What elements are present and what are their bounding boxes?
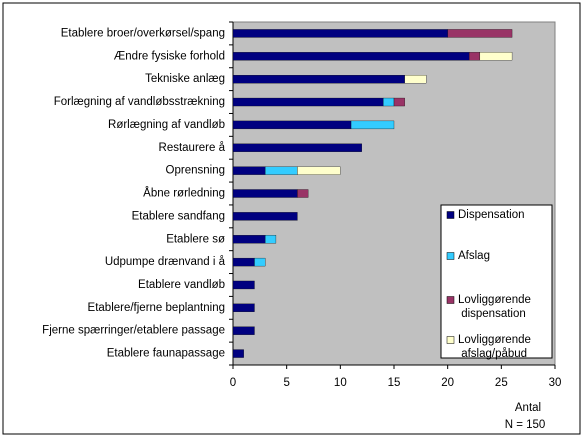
bar-segment [232,349,244,358]
bar-segment [232,75,405,84]
bar-segment [393,97,405,107]
y-tick-label: Etablere sø [166,233,225,245]
bar-segment [232,280,255,290]
x-tick-label: 15 [388,377,401,389]
y-tick-label: Udpumpe drænvand i å [105,256,226,268]
bar-segment [232,52,470,61]
bar-segment [254,257,266,267]
bar-segment [265,166,298,175]
y-tick-label: Oprensning [166,165,225,177]
y-tick-label: Etablere faunapassage [107,348,225,360]
bar-segment [404,75,427,84]
x-tick-label: 25 [495,377,508,389]
bar-segment [447,29,513,38]
legend-label: Afslag [458,250,490,262]
y-tick-label: Forlægning af vandløbsstrækning [54,96,225,108]
bar-segment [232,326,255,335]
legend-box [440,204,553,359]
y-tick-label: Ændre fysiske forhold [114,50,225,62]
x-tick-label: 0 [230,377,236,389]
legend-swatch [446,252,455,260]
bar-segment [232,303,255,312]
legend-label: Dispensation [458,209,524,221]
bar-segment [479,52,513,61]
legend-swatch [446,211,455,219]
bar-segment [232,189,298,198]
bar-segment [232,29,448,38]
bar-segment [232,235,266,244]
legend-swatch [446,336,455,344]
legend-label: Lovliggørende dispensation [458,294,531,320]
bar-segment [232,257,255,267]
x-axis-label: Antal [515,402,541,414]
x-tick-label: 20 [441,377,454,389]
y-tick-label: Etablere broer/overkørsel/spang [61,27,225,39]
bar-segment [232,143,362,152]
legend-label: Lovliggørende afslag/påbud [458,334,531,360]
bar-segment [265,235,277,244]
y-tick-label: Fjerne spærringer/etablere passage [42,325,225,337]
x-tick-label: 30 [549,377,562,389]
bar-segment [232,166,266,175]
y-tick-label: Åbne rørledning [143,187,225,200]
y-tick-label: Etablere/fjerne beplantning [88,302,225,314]
bar-segment [232,212,298,221]
y-tick-label: Etablere vandløb [138,279,225,291]
x-tick-label: 10 [334,377,347,389]
bar-segment [297,189,309,198]
bar-segment [232,120,352,130]
y-tick-label: Tekniske anlæg [145,73,225,85]
bar-segment [468,52,481,61]
bar-segment [383,97,395,107]
annotation: N = 150 [505,419,546,431]
bar-segment [297,166,341,175]
y-tick-label: Restaurere å [159,142,226,154]
legend-swatch [446,296,455,304]
bar-segment [350,120,395,130]
x-tick-label: 5 [283,377,289,389]
y-tick-label: Etablere sandfang [132,210,225,222]
bar-segment [232,97,384,107]
y-tick-label: Rørlægning af vandløb [108,119,225,131]
